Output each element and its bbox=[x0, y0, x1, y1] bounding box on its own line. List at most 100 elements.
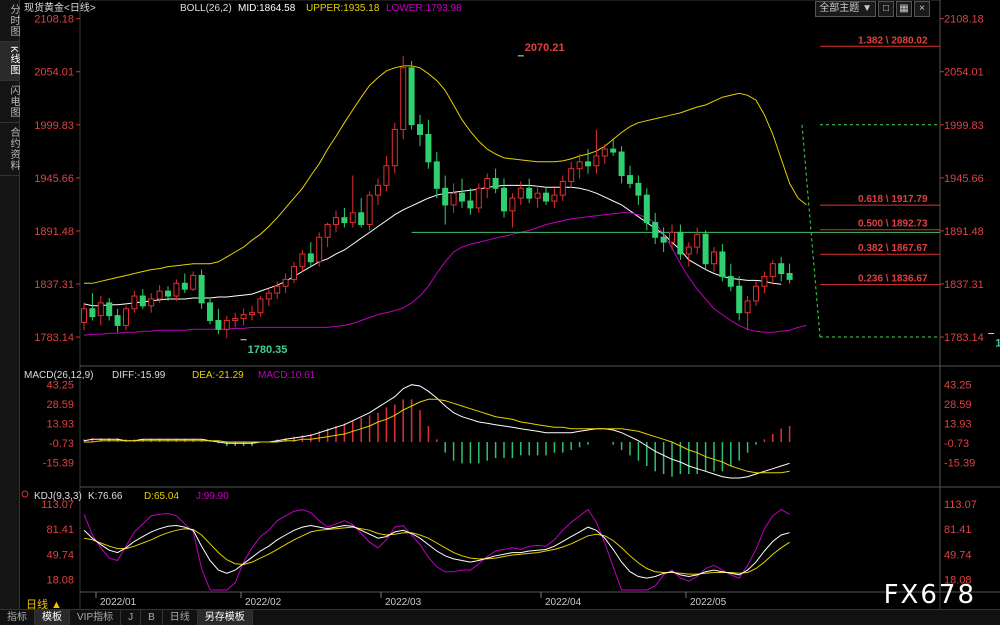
candle-body bbox=[156, 290, 163, 300]
candle-body bbox=[198, 274, 205, 304]
kdj-tick-label-left: 18.08 bbox=[46, 575, 74, 587]
price-tick-label-right: 2108.18 bbox=[944, 14, 984, 26]
price-tick-label-left: 1891.48 bbox=[34, 226, 74, 238]
kdj-tick-label-left: 49.74 bbox=[46, 549, 74, 561]
price-tick-label-right: 1837.31 bbox=[944, 279, 984, 291]
candle-body bbox=[660, 236, 667, 243]
x-tick-label: 2022/03 bbox=[385, 597, 422, 608]
x-tick-label: 2022/02 bbox=[245, 597, 282, 608]
candle-body bbox=[744, 300, 751, 314]
candle-body bbox=[333, 217, 339, 226]
boll-mid-value: MID:1864.58 bbox=[238, 3, 296, 14]
macd-tick-label-left: -0.73 bbox=[49, 438, 74, 450]
candle-body bbox=[181, 282, 188, 290]
candle-body bbox=[585, 161, 591, 167]
sidebar-item-contract[interactable]: 合约资料 bbox=[0, 123, 19, 176]
kdj-j-line bbox=[83, 508, 790, 591]
kdj-tick-label-right: 113.07 bbox=[944, 499, 977, 511]
price-annotation: 1780.35 bbox=[248, 344, 288, 356]
macd-tick-label-right: -0.73 bbox=[944, 438, 969, 450]
candle-body bbox=[736, 285, 743, 314]
candle-body bbox=[215, 320, 222, 330]
macd-tick-label-left: 28.59 bbox=[46, 399, 74, 411]
candle-body bbox=[324, 224, 331, 238]
grid-icon[interactable]: ▦ bbox=[896, 1, 912, 17]
candle-body bbox=[652, 222, 659, 238]
price-tick-label-left: 1945.66 bbox=[34, 173, 74, 185]
candle-body bbox=[517, 187, 524, 199]
macd-dea-value: DEA:-21.29 bbox=[192, 370, 244, 381]
boll-lower-line bbox=[83, 212, 807, 336]
top-controls: 全部主题 ▼ □ ▦ × bbox=[815, 1, 930, 17]
candle-body bbox=[442, 187, 449, 206]
candle-body bbox=[534, 192, 541, 199]
fib-level-label: 0.618 \ 1917.79 bbox=[858, 194, 928, 205]
tab-j[interactable]: J bbox=[121, 610, 142, 625]
candle-body bbox=[593, 155, 600, 167]
price-tick-label-left: 1999.83 bbox=[34, 120, 74, 132]
candle-body bbox=[232, 318, 239, 322]
candle-body bbox=[786, 273, 793, 280]
theme-label: 全部主题 bbox=[819, 3, 860, 14]
candle-body bbox=[450, 192, 457, 206]
theme-select[interactable]: 全部主题 ▼ bbox=[815, 1, 876, 17]
candle-body bbox=[307, 253, 314, 263]
candle-body bbox=[173, 282, 180, 297]
candle-body bbox=[131, 295, 138, 310]
candle-body bbox=[727, 275, 734, 287]
candle-body bbox=[711, 251, 717, 265]
kdj-d-line bbox=[83, 526, 790, 575]
tab-daily[interactable]: 日线 bbox=[163, 610, 198, 625]
candle-body bbox=[509, 197, 516, 212]
macd-tick-label-right: -15.39 bbox=[944, 458, 975, 470]
candle-body bbox=[610, 148, 617, 153]
tab-save-template[interactable]: 另存模板 bbox=[197, 610, 253, 625]
kdj-tick-label-right: 18.08 bbox=[944, 575, 972, 587]
fullscreen-icon[interactable]: □ bbox=[878, 1, 894, 17]
tab-vip-indicator[interactable]: VIP指标 bbox=[70, 610, 122, 625]
candle-body bbox=[492, 178, 499, 189]
period-button[interactable]: 日线 ▲ bbox=[26, 599, 62, 611]
candle-body bbox=[669, 231, 675, 243]
kdj-k-line bbox=[83, 524, 790, 579]
kdj-tick-label-right: 49.74 bbox=[944, 549, 972, 561]
kdj-tick-label-left: 113.07 bbox=[41, 499, 74, 511]
candle-body bbox=[274, 285, 281, 294]
macd-tick-label-right: 13.93 bbox=[944, 418, 972, 430]
candle-body bbox=[207, 302, 213, 322]
candle-body bbox=[408, 67, 415, 126]
macd-tick-label-right: 28.59 bbox=[944, 399, 972, 411]
candle-body bbox=[349, 212, 356, 224]
macd-tick-label-right: 43.25 bbox=[944, 379, 972, 391]
bottom-tab-bar: 指标 模板 VIP指标 J B 日线 另存模板 bbox=[0, 609, 1000, 625]
tab-b[interactable]: B bbox=[141, 610, 163, 625]
candle-body bbox=[677, 231, 684, 255]
candle-body bbox=[501, 187, 507, 212]
watermark: FX678 bbox=[883, 580, 976, 610]
candle-body bbox=[433, 161, 440, 189]
candle-body bbox=[559, 180, 566, 196]
sidebar-item-flash[interactable]: 闪电图 bbox=[0, 81, 19, 123]
candle-body bbox=[190, 274, 197, 290]
sidebar-item-timeshare[interactable]: 分时图 bbox=[0, 0, 19, 42]
macd-diff-line bbox=[83, 384, 790, 479]
candle-body bbox=[114, 315, 121, 326]
candle-body bbox=[81, 308, 87, 323]
kdj-marker-icon bbox=[21, 490, 29, 498]
candle-body bbox=[761, 275, 768, 287]
candle-body bbox=[106, 302, 113, 317]
tab-template[interactable]: 模板 bbox=[35, 610, 70, 625]
close-icon[interactable]: × bbox=[914, 1, 930, 17]
boll-mid-line bbox=[83, 184, 782, 307]
macd-tick-label-left: 43.25 bbox=[46, 379, 74, 391]
candle-body bbox=[299, 253, 306, 268]
candle-body bbox=[257, 298, 264, 314]
candle-body bbox=[383, 165, 390, 186]
x-tick-label: 2022/01 bbox=[100, 597, 137, 608]
candle-body bbox=[249, 312, 255, 316]
tab-indicator[interactable]: 指标 bbox=[0, 610, 35, 625]
candle-body bbox=[753, 285, 759, 302]
candle-body bbox=[576, 161, 583, 170]
sidebar-item-kline[interactable]: K线图 bbox=[0, 42, 19, 81]
